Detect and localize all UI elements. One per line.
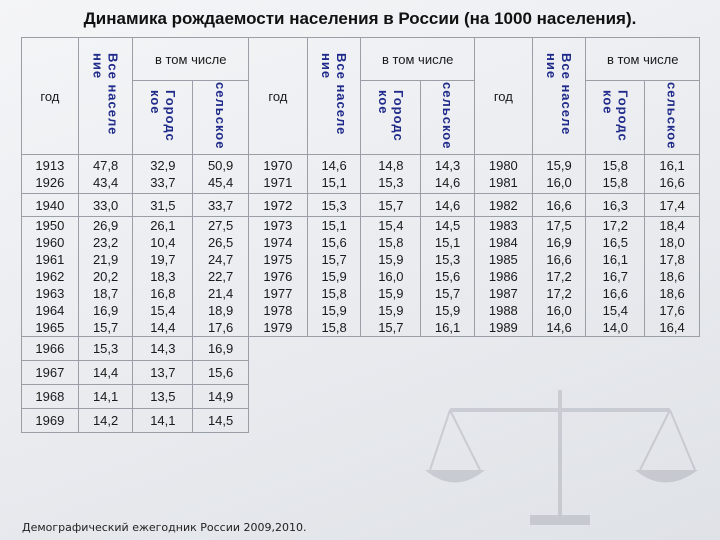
urban-cell: 15,7 bbox=[360, 193, 422, 217]
total-cell: 15,3 bbox=[306, 193, 362, 217]
rural-cell: 15,6 bbox=[192, 360, 249, 385]
col-header-urban-3: Городс кое bbox=[585, 80, 646, 155]
total-cell: 14,2 bbox=[77, 408, 134, 433]
col-header-rural-1: сельское bbox=[192, 80, 249, 155]
col-header-year-1: год bbox=[21, 37, 79, 155]
year-cell: 1982 bbox=[473, 193, 533, 217]
urban-cell: 14,8 15,3 bbox=[360, 154, 422, 194]
source-note: Демографический ежегодник России 2009,20… bbox=[22, 521, 307, 534]
year-cell: 1973 1974 1975 1976 1977 1978 1979 bbox=[247, 216, 308, 337]
birth-rate-table: год Все населе ние в том числе год Все н… bbox=[21, 37, 700, 433]
urban-cell: 13,7 bbox=[132, 360, 194, 385]
col-header-total-3: Все населе ние bbox=[531, 37, 587, 155]
urban-cell: 26,1 10,4 19,7 18,3 16,8 15,4 14,4 bbox=[132, 216, 194, 337]
rural-cell: 27,5 26,5 24,7 22,7 21,4 18,9 17,6 bbox=[192, 216, 249, 337]
table-row: 1967 14,4 13,7 15,6 bbox=[21, 360, 700, 385]
col-header-rural-3: сельское bbox=[644, 80, 700, 155]
total-cell: 17,5 16,9 16,6 17,2 17,2 16,0 14,6 bbox=[531, 216, 587, 337]
col-header-year-2: год bbox=[247, 37, 308, 155]
col-header-urban-2: Городс кое bbox=[360, 80, 422, 155]
rural-cell: 18,4 18,0 17,8 18,6 18,6 17,6 16,4 bbox=[644, 216, 700, 337]
table-row: 1969 14,2 14,1 14,5 bbox=[21, 408, 700, 433]
urban-cell: 14,1 bbox=[132, 408, 194, 433]
table-row: 1950 1960 1961 1962 1963 1964 1965 26,9 … bbox=[21, 216, 700, 337]
year-cell: 1970 1971 bbox=[247, 154, 308, 194]
col-header-including-2: в том числе bbox=[360, 37, 475, 81]
rural-cell: 33,7 bbox=[192, 193, 249, 217]
year-cell: 1966 bbox=[21, 336, 79, 361]
year-cell: 1913 1926 bbox=[21, 154, 79, 194]
urban-cell: 17,2 16,5 16,1 16,7 16,6 15,4 14,0 bbox=[585, 216, 646, 337]
table-row: 1968 14,1 13,5 14,9 bbox=[21, 384, 700, 409]
rural-cell: 17,4 bbox=[644, 193, 700, 217]
urban-cell: 16,3 bbox=[585, 193, 646, 217]
rural-cell: 14,9 bbox=[192, 384, 249, 409]
table-row: 1913 1926 47,8 43,4 32,9 33,7 50,9 45,4 … bbox=[21, 154, 700, 194]
year-cell: 1983 1984 1985 1986 1987 1988 1989 bbox=[473, 216, 533, 337]
urban-cell: 14,3 bbox=[132, 336, 194, 361]
rural-cell: 14,3 14,6 bbox=[420, 154, 475, 194]
col-header-rural-2: сельское bbox=[420, 80, 475, 155]
rural-cell: 14,5 15,1 15,3 15,6 15,7 15,9 16,1 bbox=[420, 216, 475, 337]
page-title: Динамика рождаемости населения в России … bbox=[83, 9, 637, 28]
col-header-including-3: в том числе bbox=[585, 37, 700, 81]
total-cell: 15,3 bbox=[77, 336, 134, 361]
rural-cell: 14,6 bbox=[420, 193, 475, 217]
col-header-year-3: год bbox=[473, 37, 533, 155]
total-cell: 47,8 43,4 bbox=[77, 154, 134, 194]
year-cell: 1940 bbox=[21, 193, 79, 217]
rural-cell: 14,5 bbox=[192, 408, 249, 433]
urban-cell: 31,5 bbox=[132, 193, 194, 217]
table-row: 1966 15,3 14,3 16,9 bbox=[21, 336, 700, 361]
total-cell: 15,1 15,6 15,7 15,9 15,8 15,9 15,8 bbox=[306, 216, 362, 337]
urban-cell: 32,9 33,7 bbox=[132, 154, 194, 194]
year-cell: 1967 bbox=[21, 360, 79, 385]
col-header-total-1: Все населе ние bbox=[77, 37, 134, 155]
total-cell: 33,0 bbox=[77, 193, 134, 217]
col-header-total-2: Все населе ние bbox=[306, 37, 362, 155]
year-cell: 1950 1960 1961 1962 1963 1964 1965 bbox=[21, 216, 79, 337]
total-cell: 14,1 bbox=[77, 384, 134, 409]
total-cell: 26,9 23,2 21,9 20,2 18,7 16,9 15,7 bbox=[77, 216, 134, 337]
urban-cell: 15,8 15,8 bbox=[585, 154, 646, 194]
year-cell: 1969 bbox=[21, 408, 79, 433]
urban-cell: 15,4 15,8 15,9 16,0 15,9 15,9 15,7 bbox=[360, 216, 422, 337]
rural-cell: 16,9 bbox=[192, 336, 249, 361]
total-cell: 15,9 16,0 bbox=[531, 154, 587, 194]
rural-cell: 50,9 45,4 bbox=[192, 154, 249, 194]
urban-cell: 13,5 bbox=[132, 384, 194, 409]
col-header-urban-1: Городс кое bbox=[132, 80, 194, 155]
year-cell: 1972 bbox=[247, 193, 308, 217]
table-row: 1940 33,0 31,5 33,7 1972 15,3 15,7 14,6 … bbox=[21, 193, 700, 217]
total-cell: 14,4 bbox=[77, 360, 134, 385]
rural-cell: 16,1 16,6 bbox=[644, 154, 700, 194]
total-cell: 16,6 bbox=[531, 193, 587, 217]
col-header-including-1: в том числе bbox=[132, 37, 249, 81]
year-cell: 1980 1981 bbox=[473, 154, 533, 194]
year-cell: 1968 bbox=[21, 384, 79, 409]
total-cell: 14,6 15,1 bbox=[306, 154, 362, 194]
